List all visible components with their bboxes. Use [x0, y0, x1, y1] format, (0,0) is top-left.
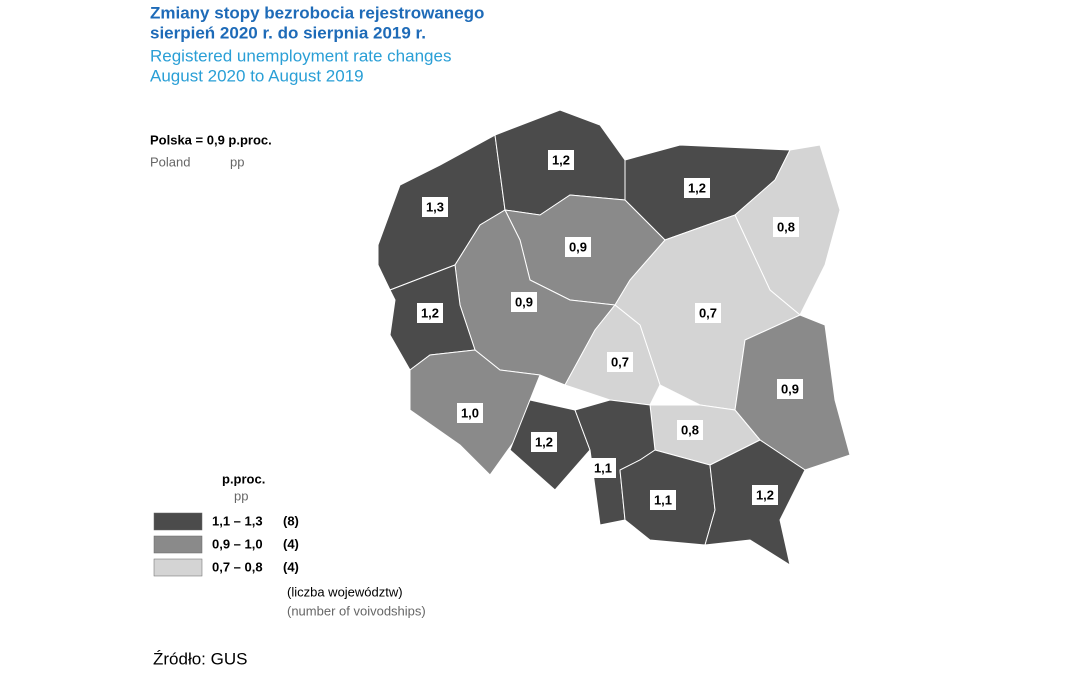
legend-title: p.proc.: [222, 471, 265, 486]
legend-count: (4): [283, 536, 299, 551]
legend-count: (4): [283, 559, 299, 574]
region-label: 1,3: [426, 199, 444, 214]
region-label: 1,0: [461, 405, 479, 420]
region-label: 1,2: [535, 434, 553, 449]
region-label: 0,8: [681, 422, 699, 437]
region-label: 1,1: [594, 460, 612, 475]
legend-range: 0,9 – 1,0: [212, 536, 263, 551]
region-label-box: [752, 485, 778, 505]
region-label-box: [590, 458, 616, 478]
legend: 1,1 – 1,3 (8) 0,9 – 1,0 (4) 0,7 – 0,8 (4): [153, 512, 299, 577]
region-label: 1,2: [552, 152, 570, 167]
title-line: Zmiany stopy bezrobocia rejestrowanego: [150, 3, 484, 22]
region-label-box: [677, 420, 703, 440]
region-label-box: [511, 292, 537, 312]
subtitle-line: Registered unemployment rate changes: [150, 46, 451, 65]
region-label: 0,7: [611, 354, 629, 369]
region-label: 0,9: [515, 294, 533, 309]
region-label-box: [548, 150, 574, 170]
region-label-box: [565, 237, 591, 257]
legend-count: (8): [283, 513, 299, 528]
region-label-box: [457, 403, 483, 423]
region-label: 1,1: [654, 492, 672, 507]
subtitle-line: August 2020 to August 2019: [150, 66, 364, 85]
national-unit-en: pp: [230, 154, 244, 169]
source: Źródło: GUS: [153, 649, 247, 668]
national-value: Polska = 0,9 p.proc.: [150, 132, 272, 147]
region-label-box: [684, 178, 710, 198]
region-label-box: [773, 217, 799, 237]
legend-swatch: [153, 558, 203, 577]
region-label: 1,2: [421, 305, 439, 320]
region-label-box: [777, 379, 803, 399]
national-name-en: Poland: [150, 154, 190, 169]
region-label-box: [607, 352, 633, 372]
region-label: 0,7: [699, 305, 717, 320]
region-label: 0,9: [569, 239, 587, 254]
legend-swatch: [153, 512, 203, 531]
region-label-box: [422, 197, 448, 217]
region-label: 1,2: [688, 180, 706, 195]
region-label: 0,8: [777, 219, 795, 234]
region-label-box: [650, 490, 676, 510]
region-label-box: [417, 303, 443, 323]
legend-note-en: (number of voivodships): [287, 603, 426, 618]
region-label: 1,2: [756, 487, 774, 502]
region-label-box: [695, 303, 721, 323]
regions: 1,3 1,2 1,2 0,8 0,9 0,9 1,2 0,7 0,7 0,9 1,0 1,2 0,8 1…: [377, 109, 851, 567]
legend-note: (liczba województw): [287, 584, 403, 599]
legend-range: 0,7 – 0,8: [212, 559, 263, 574]
legend-subtitle: pp: [234, 488, 248, 503]
region-label-box: [531, 432, 557, 452]
title-line: sierpień 2020 r. do sierpnia 2019 r.: [150, 23, 426, 42]
legend-swatch: [153, 535, 203, 554]
legend-range: 1,1 – 1,3: [212, 513, 263, 528]
region-label: 0,9: [781, 381, 799, 396]
